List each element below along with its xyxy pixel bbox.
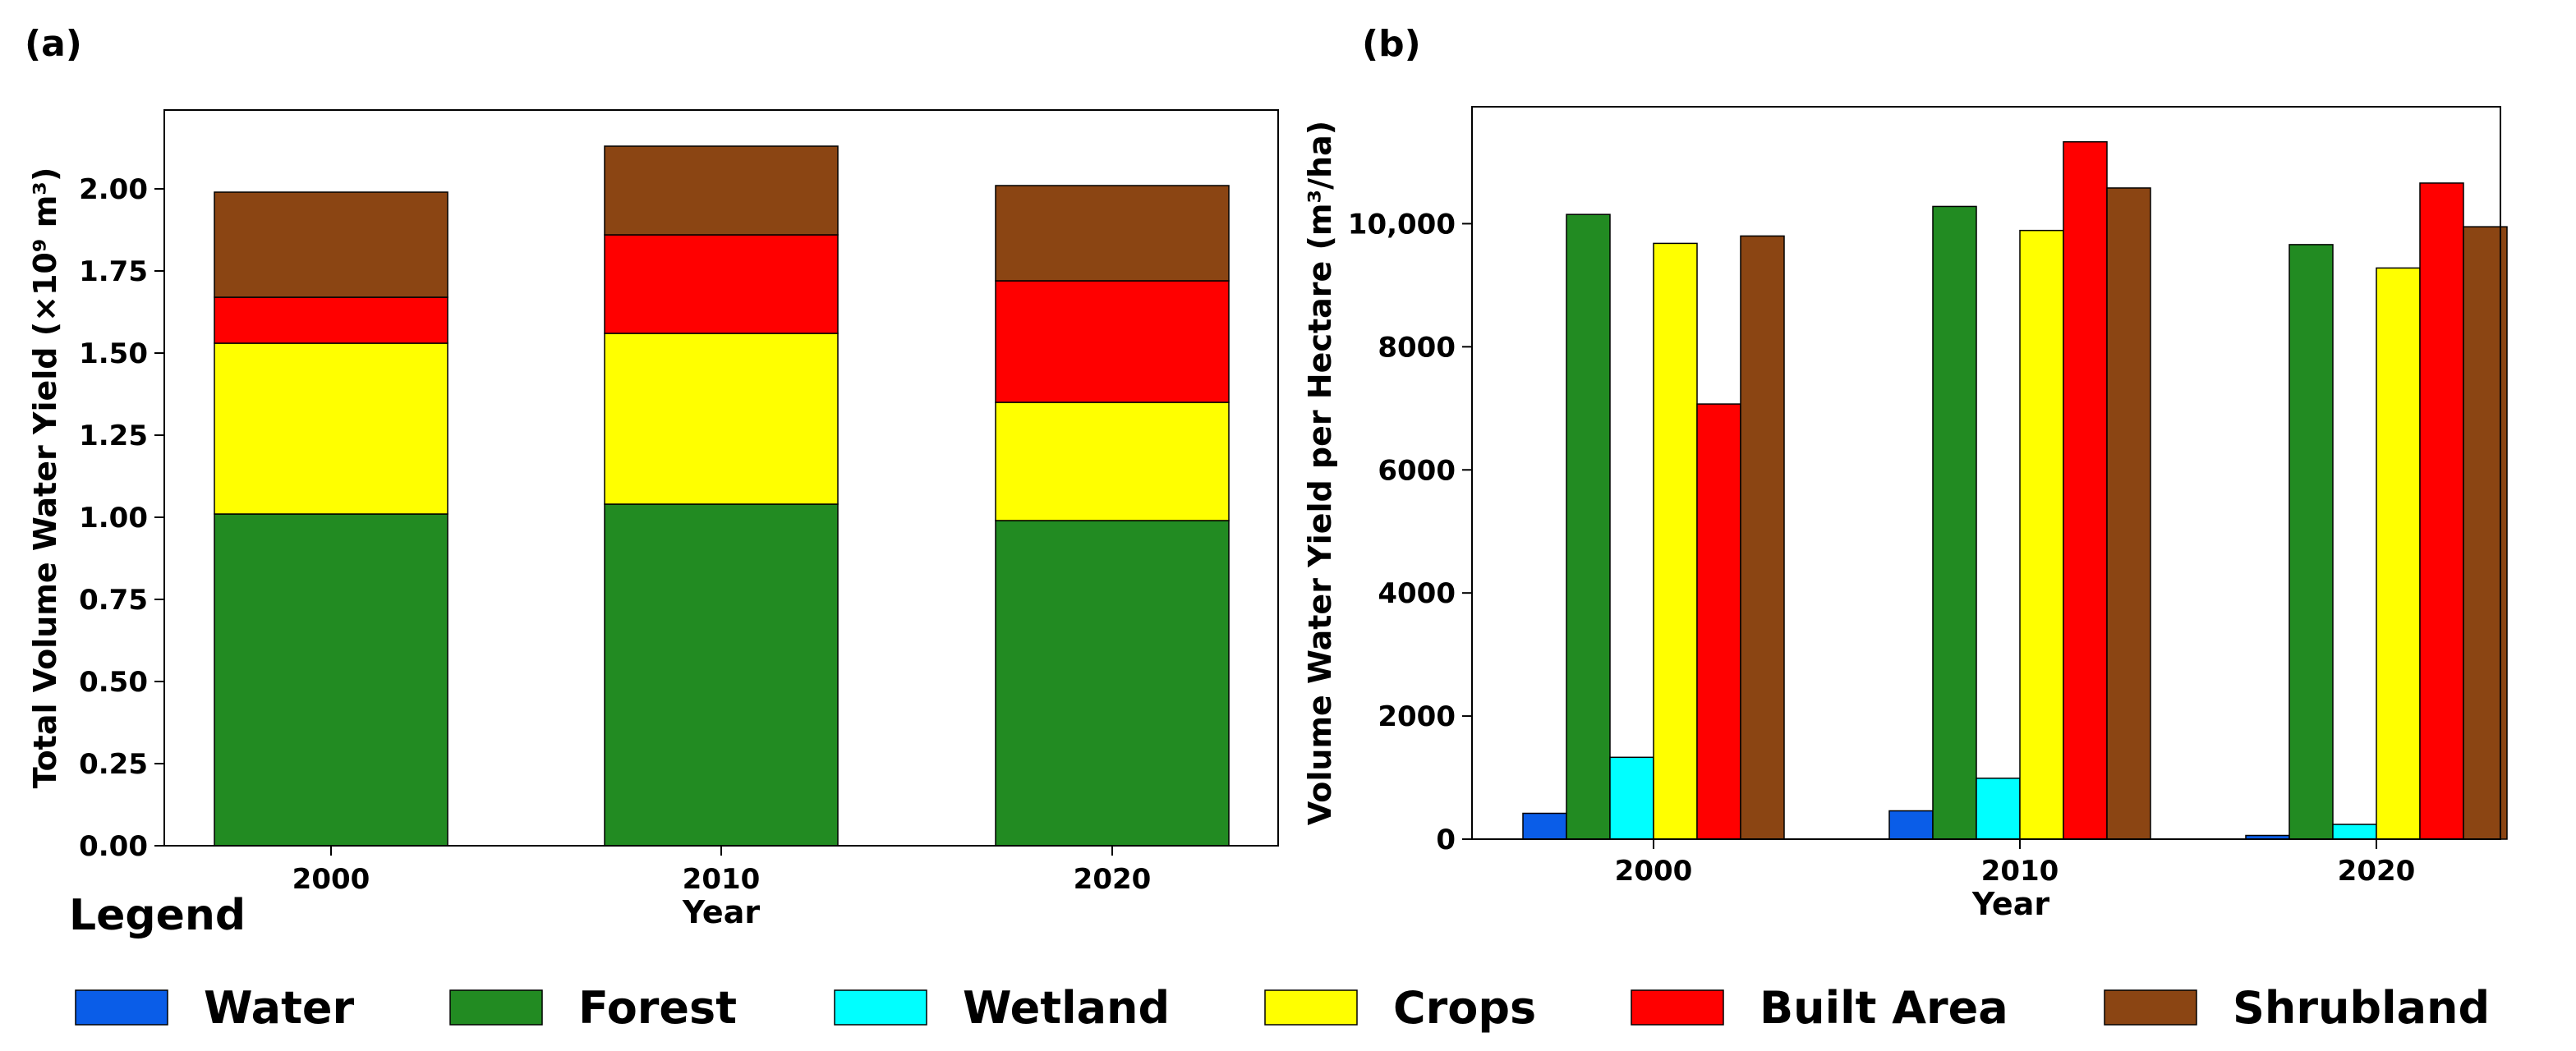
- a-ytick-label: 1.50: [79, 337, 148, 370]
- a-bar-crops-2000: [214, 342, 448, 515]
- b-bar-built-area-2010: [2063, 140, 2108, 840]
- legend-label-water: Water: [204, 982, 355, 1034]
- b-bar-forest-2020: [2288, 244, 2334, 840]
- a-bar-forest-2010: [604, 503, 839, 847]
- b-bar-crops-2010: [2019, 229, 2064, 840]
- a-bar-built-area-2000: [214, 296, 448, 344]
- a-ytick-label: 0.50: [79, 666, 148, 699]
- b-bar-crops-2020: [2376, 267, 2421, 840]
- a-bar-crops-2010: [604, 333, 839, 505]
- legend: Water Forest Wetland Crops Built Area Shrubla…: [75, 982, 2490, 1034]
- b-ytick-label: 8000: [1378, 331, 1456, 364]
- legend-label-shrubland: Shrubland: [2233, 982, 2490, 1034]
- legend-swatch-shrubland: [2104, 989, 2197, 1026]
- b-bar-crops-2000: [1653, 242, 1698, 840]
- a-bar-forest-2020: [995, 520, 1230, 847]
- chart-a: 0.00 0.25 0.50 0.75 1.00 1.25 1.50 1.75 2.00 2000…: [27, 109, 1279, 930]
- a-bar-crops-2020: [995, 402, 1230, 521]
- b-bar-water-2010: [1888, 810, 1934, 840]
- a-xtick-label: 2010: [683, 863, 761, 896]
- legend-label-built-area: Built Area: [1760, 982, 2008, 1034]
- a-xtick-label: 2020: [1074, 863, 1152, 896]
- b-bar-built-area-2020: [2419, 182, 2464, 840]
- a-bar-built-area-2020: [995, 280, 1230, 403]
- b-bar-water-2000: [1522, 812, 1567, 840]
- b-xtick-label: 2000: [1615, 855, 1693, 888]
- legend-swatch-wetland: [834, 989, 927, 1026]
- b-ytick-label: 6000: [1378, 454, 1456, 487]
- b-bar-wetland-2000: [1609, 756, 1654, 840]
- b-bar-shrubland-2010: [2106, 187, 2151, 840]
- b-ytick-label: 10,000: [1348, 208, 1456, 241]
- a-ylabel: Total Volume Water Yield (×10⁹ m³): [27, 168, 63, 789]
- b-ticks: 0 2000 4000 6000 8000 10,000 2000 2010 2020: [1348, 208, 2416, 888]
- legend-swatch-water: [75, 989, 168, 1026]
- b-xlabel: Year: [1971, 886, 2049, 922]
- b-bar-shrubland-2000: [1740, 235, 1785, 840]
- b-bar-wetland-2010: [1976, 778, 2021, 840]
- legend-swatch-crops: [1264, 989, 1358, 1026]
- b-bar-forest-2010: [1932, 205, 1977, 840]
- a-ytick-label: 0.00: [79, 830, 148, 863]
- a-ytick-label: 1.75: [79, 255, 148, 288]
- b-ytick-label: 2000: [1378, 700, 1456, 733]
- b-plot-frame: [1471, 106, 2501, 840]
- a-bar-built-area-2010: [604, 234, 839, 334]
- a-plot-frame: [163, 109, 1279, 847]
- a-bar-shrubland-2020: [995, 185, 1230, 282]
- legend-label-wetland: Wetland: [963, 982, 1170, 1034]
- b-bar-built-area-2000: [1696, 403, 1741, 840]
- b-bars: [1522, 140, 2508, 840]
- a-ytick-label: 1.25: [79, 420, 148, 452]
- a-xtick-label: 2000: [292, 863, 370, 896]
- b-ytick-label: 4000: [1378, 577, 1456, 610]
- legend-label-forest: Forest: [578, 982, 737, 1034]
- a-xlabel: Year: [682, 894, 760, 930]
- a-bar-shrubland-2010: [604, 145, 839, 236]
- b-bar-wetland-2020: [2332, 824, 2377, 840]
- legend-swatch-forest: [449, 989, 543, 1026]
- panel-b-label: (b): [1362, 23, 1421, 65]
- a-ytick-label: 0.25: [79, 748, 148, 781]
- a-ticks: 0.00 0.25 0.50 0.75 1.00 1.25 1.50 1.75 2.00 2000…: [79, 173, 1151, 896]
- chart-b: 0 2000 4000 6000 8000 10,000 2000 2010 2020 Year…: [1302, 106, 2508, 922]
- legend-swatch-built-area: [1631, 989, 1724, 1026]
- b-xtick-label: 2010: [1981, 855, 2059, 888]
- a-bar-forest-2000: [214, 513, 448, 847]
- b-ylabel: Volume Water Yield per Hectare (m³/ha): [1302, 121, 1338, 825]
- a-ytick-label: 0.75: [79, 584, 148, 617]
- legend-label-crops: Crops: [1393, 982, 1536, 1034]
- legend-title: Legend: [69, 891, 246, 940]
- a-ytick-label: 2.00: [79, 173, 148, 206]
- b-ytick-label: 0: [1436, 824, 1456, 856]
- panel-a-label: (a): [25, 23, 82, 65]
- a-bars: [214, 145, 1230, 847]
- b-bar-forest-2000: [1566, 213, 1611, 840]
- b-xtick-label: 2020: [2338, 855, 2416, 888]
- a-ytick-label: 1.00: [79, 502, 148, 535]
- a-bar-shrubland-2000: [214, 191, 448, 298]
